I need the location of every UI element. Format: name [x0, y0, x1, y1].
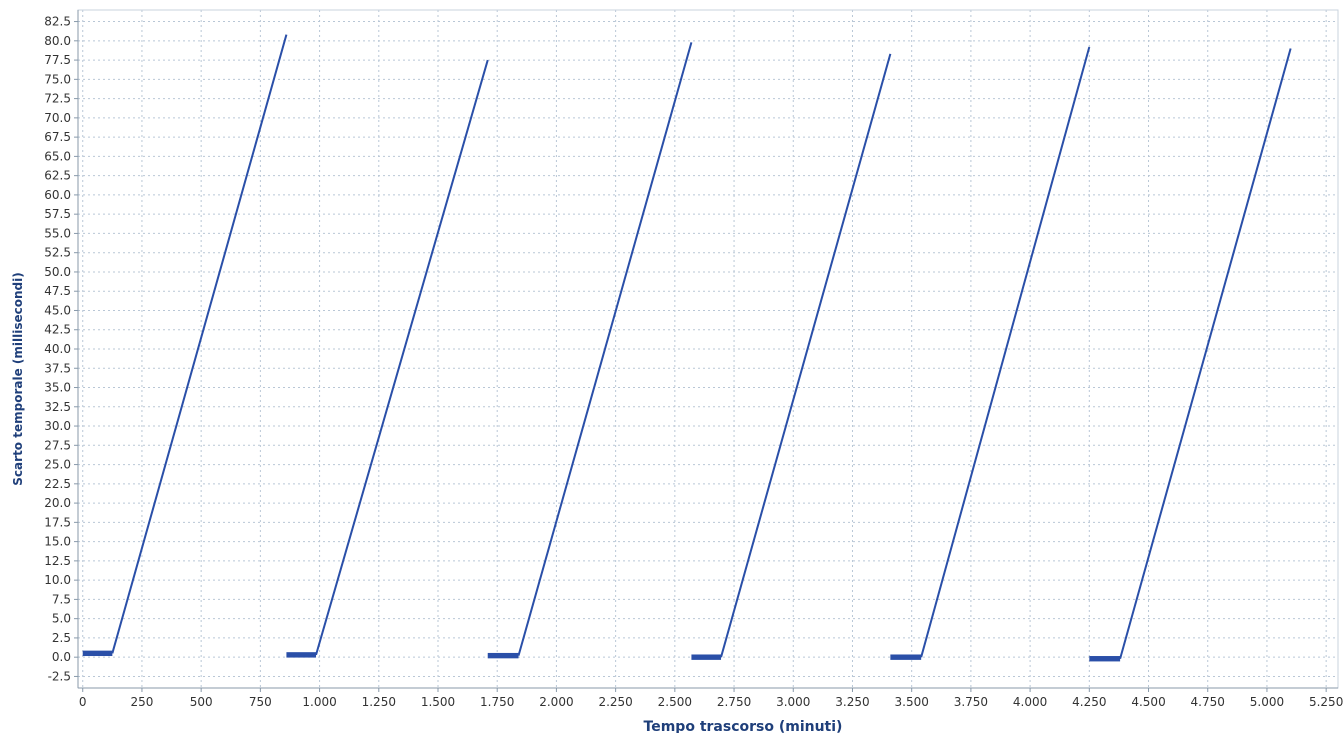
x-axis-title: Tempo trascorso (minuti): [644, 719, 843, 733]
y-tick-label: 55.0: [44, 226, 71, 240]
series-flat-segment: [487, 652, 519, 659]
y-tick-label: 50.0: [44, 265, 71, 279]
x-tick-label: 3.250: [835, 695, 869, 709]
y-tick-label: 12.5: [44, 554, 71, 568]
series-flat-segment: [286, 652, 317, 658]
x-tick-label: 1.500: [421, 695, 455, 709]
y-tick-label: 70.0: [44, 111, 71, 125]
x-tick-label: 3.000: [776, 695, 810, 709]
y-tick-label: 47.5: [44, 284, 71, 298]
y-tick-label: 72.5: [44, 92, 71, 106]
series-layer: [82, 34, 1292, 662]
y-tick-label: 60.0: [44, 188, 71, 202]
series-ramp-line: [720, 53, 892, 658]
series-flat-segment: [1089, 656, 1121, 662]
y-tick-label: 27.5: [44, 438, 71, 452]
x-tick-label: 2.750: [717, 695, 751, 709]
series-ramp-line: [920, 46, 1091, 658]
y-tick-label: 67.5: [44, 130, 71, 144]
series-ramp-line: [111, 34, 288, 654]
series-ramp-line: [315, 59, 489, 656]
series-ramp-line: [517, 42, 693, 656]
x-tick-label: 5.250: [1309, 695, 1343, 709]
x-tick-label: 4.250: [1072, 695, 1106, 709]
y-tick-label: 52.5: [44, 246, 71, 260]
y-tick-label: 20.0: [44, 496, 71, 510]
y-tick-label: 22.5: [44, 477, 71, 491]
y-tick-label: 77.5: [44, 53, 71, 67]
y-tick-label: 35.0: [44, 381, 71, 395]
x-tick-label: 3.750: [954, 695, 988, 709]
x-tick-label: 500: [190, 695, 213, 709]
y-tick-label: 15.0: [44, 535, 71, 549]
x-tick-label: 5.000: [1250, 695, 1284, 709]
x-tick-label: 4.000: [1013, 695, 1047, 709]
y-axis-ticks: -2.5 0.0 2.5 5.0 7.5 10.0 12.5 15.0 17.5 20.0 22.5…: [44, 15, 78, 683]
y-tick-label: 42.5: [44, 323, 71, 337]
y-tick-label: 17.5: [44, 515, 71, 529]
y-tick-label: 37.5: [44, 361, 71, 375]
x-tick-label: 250: [130, 695, 153, 709]
x-tick-label: 4.500: [1131, 695, 1165, 709]
x-tick-label: 2.000: [539, 695, 573, 709]
x-tick-label: 2.500: [658, 695, 692, 709]
series-flat-segment: [82, 650, 113, 657]
y-tick-label: 80.0: [44, 34, 71, 48]
y-tick-label: 10.0: [44, 573, 71, 587]
y-tick-label: 2.5: [52, 631, 71, 645]
x-tick-label: 0: [79, 695, 87, 709]
y-tick-label: 7.5: [52, 592, 71, 606]
x-tick-label: 2.250: [598, 695, 632, 709]
x-tick-label: 1.000: [302, 695, 336, 709]
y-tick-label: 30.0: [44, 419, 71, 433]
y-tick-label: 62.5: [44, 169, 71, 183]
series-flat-segment: [691, 654, 722, 660]
y-tick-label: 65.0: [44, 149, 71, 163]
grid: [78, 10, 1338, 688]
y-tick-label: 0.0: [52, 650, 71, 664]
y-axis-title: Scarto temporale (millisecondi): [11, 272, 25, 485]
y-tick-label: 82.5: [44, 15, 71, 29]
x-tick-label: 1.250: [362, 695, 396, 709]
x-tick-label: 4.750: [1191, 695, 1225, 709]
y-tick-label: 40.0: [44, 342, 71, 356]
series-ramp-line: [1119, 48, 1292, 659]
y-tick-label: 32.5: [44, 400, 71, 414]
x-tick-label: 1.750: [480, 695, 514, 709]
y-tick-label: 5.0: [52, 612, 71, 626]
y-tick-label: 25.0: [44, 458, 71, 472]
y-tick-label: 75.0: [44, 72, 71, 86]
x-tick-label: 3.500: [895, 695, 929, 709]
x-axis-ticks: 0 250 500 750 1.000 1.250 1.500 1.750 2.000 2.250…: [79, 688, 1343, 709]
x-tick-label: 750: [249, 695, 272, 709]
y-tick-label: -2.5: [48, 669, 71, 683]
y-tick-label: 57.5: [44, 207, 71, 221]
series-flat-segment: [890, 654, 922, 660]
y-tick-label: 45.0: [44, 303, 71, 317]
